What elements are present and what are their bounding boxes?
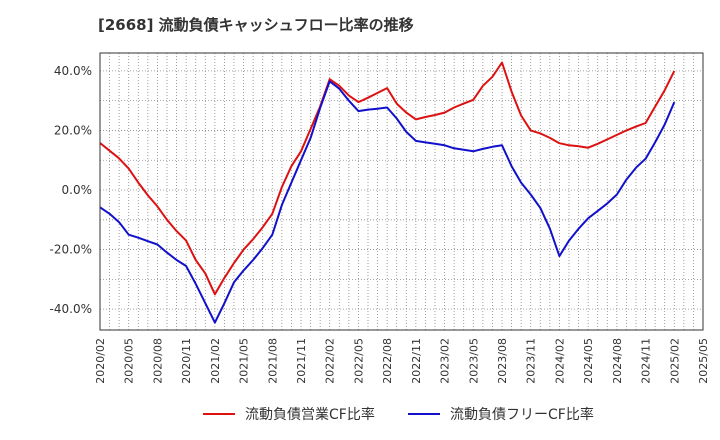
plot-border xyxy=(99,52,704,331)
x-tick-label: 2024/05 xyxy=(582,338,595,384)
x-tick-label: 2021/11 xyxy=(295,338,308,384)
series-lines xyxy=(99,61,676,324)
grid-lines xyxy=(100,53,703,330)
y-tick-label: 40.0% xyxy=(54,64,92,78)
chart-title: [2668] 流動負債キャッシュフロー比率の推移 xyxy=(98,16,414,34)
x-tick-label: 2024/08 xyxy=(611,338,624,384)
x-tick-label: 2020/05 xyxy=(123,338,136,384)
legend-label-2: 流動負債フリーCF比率 xyxy=(450,406,594,423)
x-tick-label: 2023/05 xyxy=(467,338,480,384)
y-axis-ticks: -40.0% -20.0% 0.0% 20.0% 40.0% xyxy=(50,64,92,316)
plot-area xyxy=(100,53,703,330)
x-axis-ticks: 2020/02 2020/05 2020/08 2020/11 2021/02 2021/… xyxy=(94,338,710,384)
x-tick-label: 2022/11 xyxy=(410,338,423,384)
x-tick-label: 2025/02 xyxy=(668,338,681,384)
x-tick-label: 2021/02 xyxy=(209,338,222,384)
legend-label-1: 流動負債営業CF比率 xyxy=(245,406,375,423)
y-tick-label: 0.0% xyxy=(62,183,93,197)
x-tick-label: 2020/08 xyxy=(151,338,164,384)
x-tick-label: 2020/11 xyxy=(180,338,193,384)
x-tick-label: 2024/11 xyxy=(640,338,653,384)
series-line-2 xyxy=(99,80,676,324)
legend: 流動負債営業CF比率 流動負債フリーCF比率 xyxy=(203,406,594,423)
y-tick-label: -20.0% xyxy=(50,243,92,257)
x-tick-label: 2023/11 xyxy=(525,338,538,384)
x-tick-label: 2021/05 xyxy=(238,338,251,384)
x-tick-label: 2020/02 xyxy=(94,338,107,384)
x-tick-label: 2023/02 xyxy=(439,338,452,384)
x-tick-label: 2023/08 xyxy=(496,338,509,384)
y-tick-label: 20.0% xyxy=(54,123,92,137)
x-tick-label: 2025/05 xyxy=(697,338,710,384)
x-tick-label: 2024/02 xyxy=(553,338,566,384)
y-tick-label: -40.0% xyxy=(50,302,92,316)
x-tick-label: 2022/08 xyxy=(381,338,394,384)
x-tick-label: 2022/05 xyxy=(352,338,365,384)
x-tick-label: 2022/02 xyxy=(324,338,337,384)
x-tick-label: 2021/08 xyxy=(266,338,279,384)
series-line-1 xyxy=(99,61,676,296)
